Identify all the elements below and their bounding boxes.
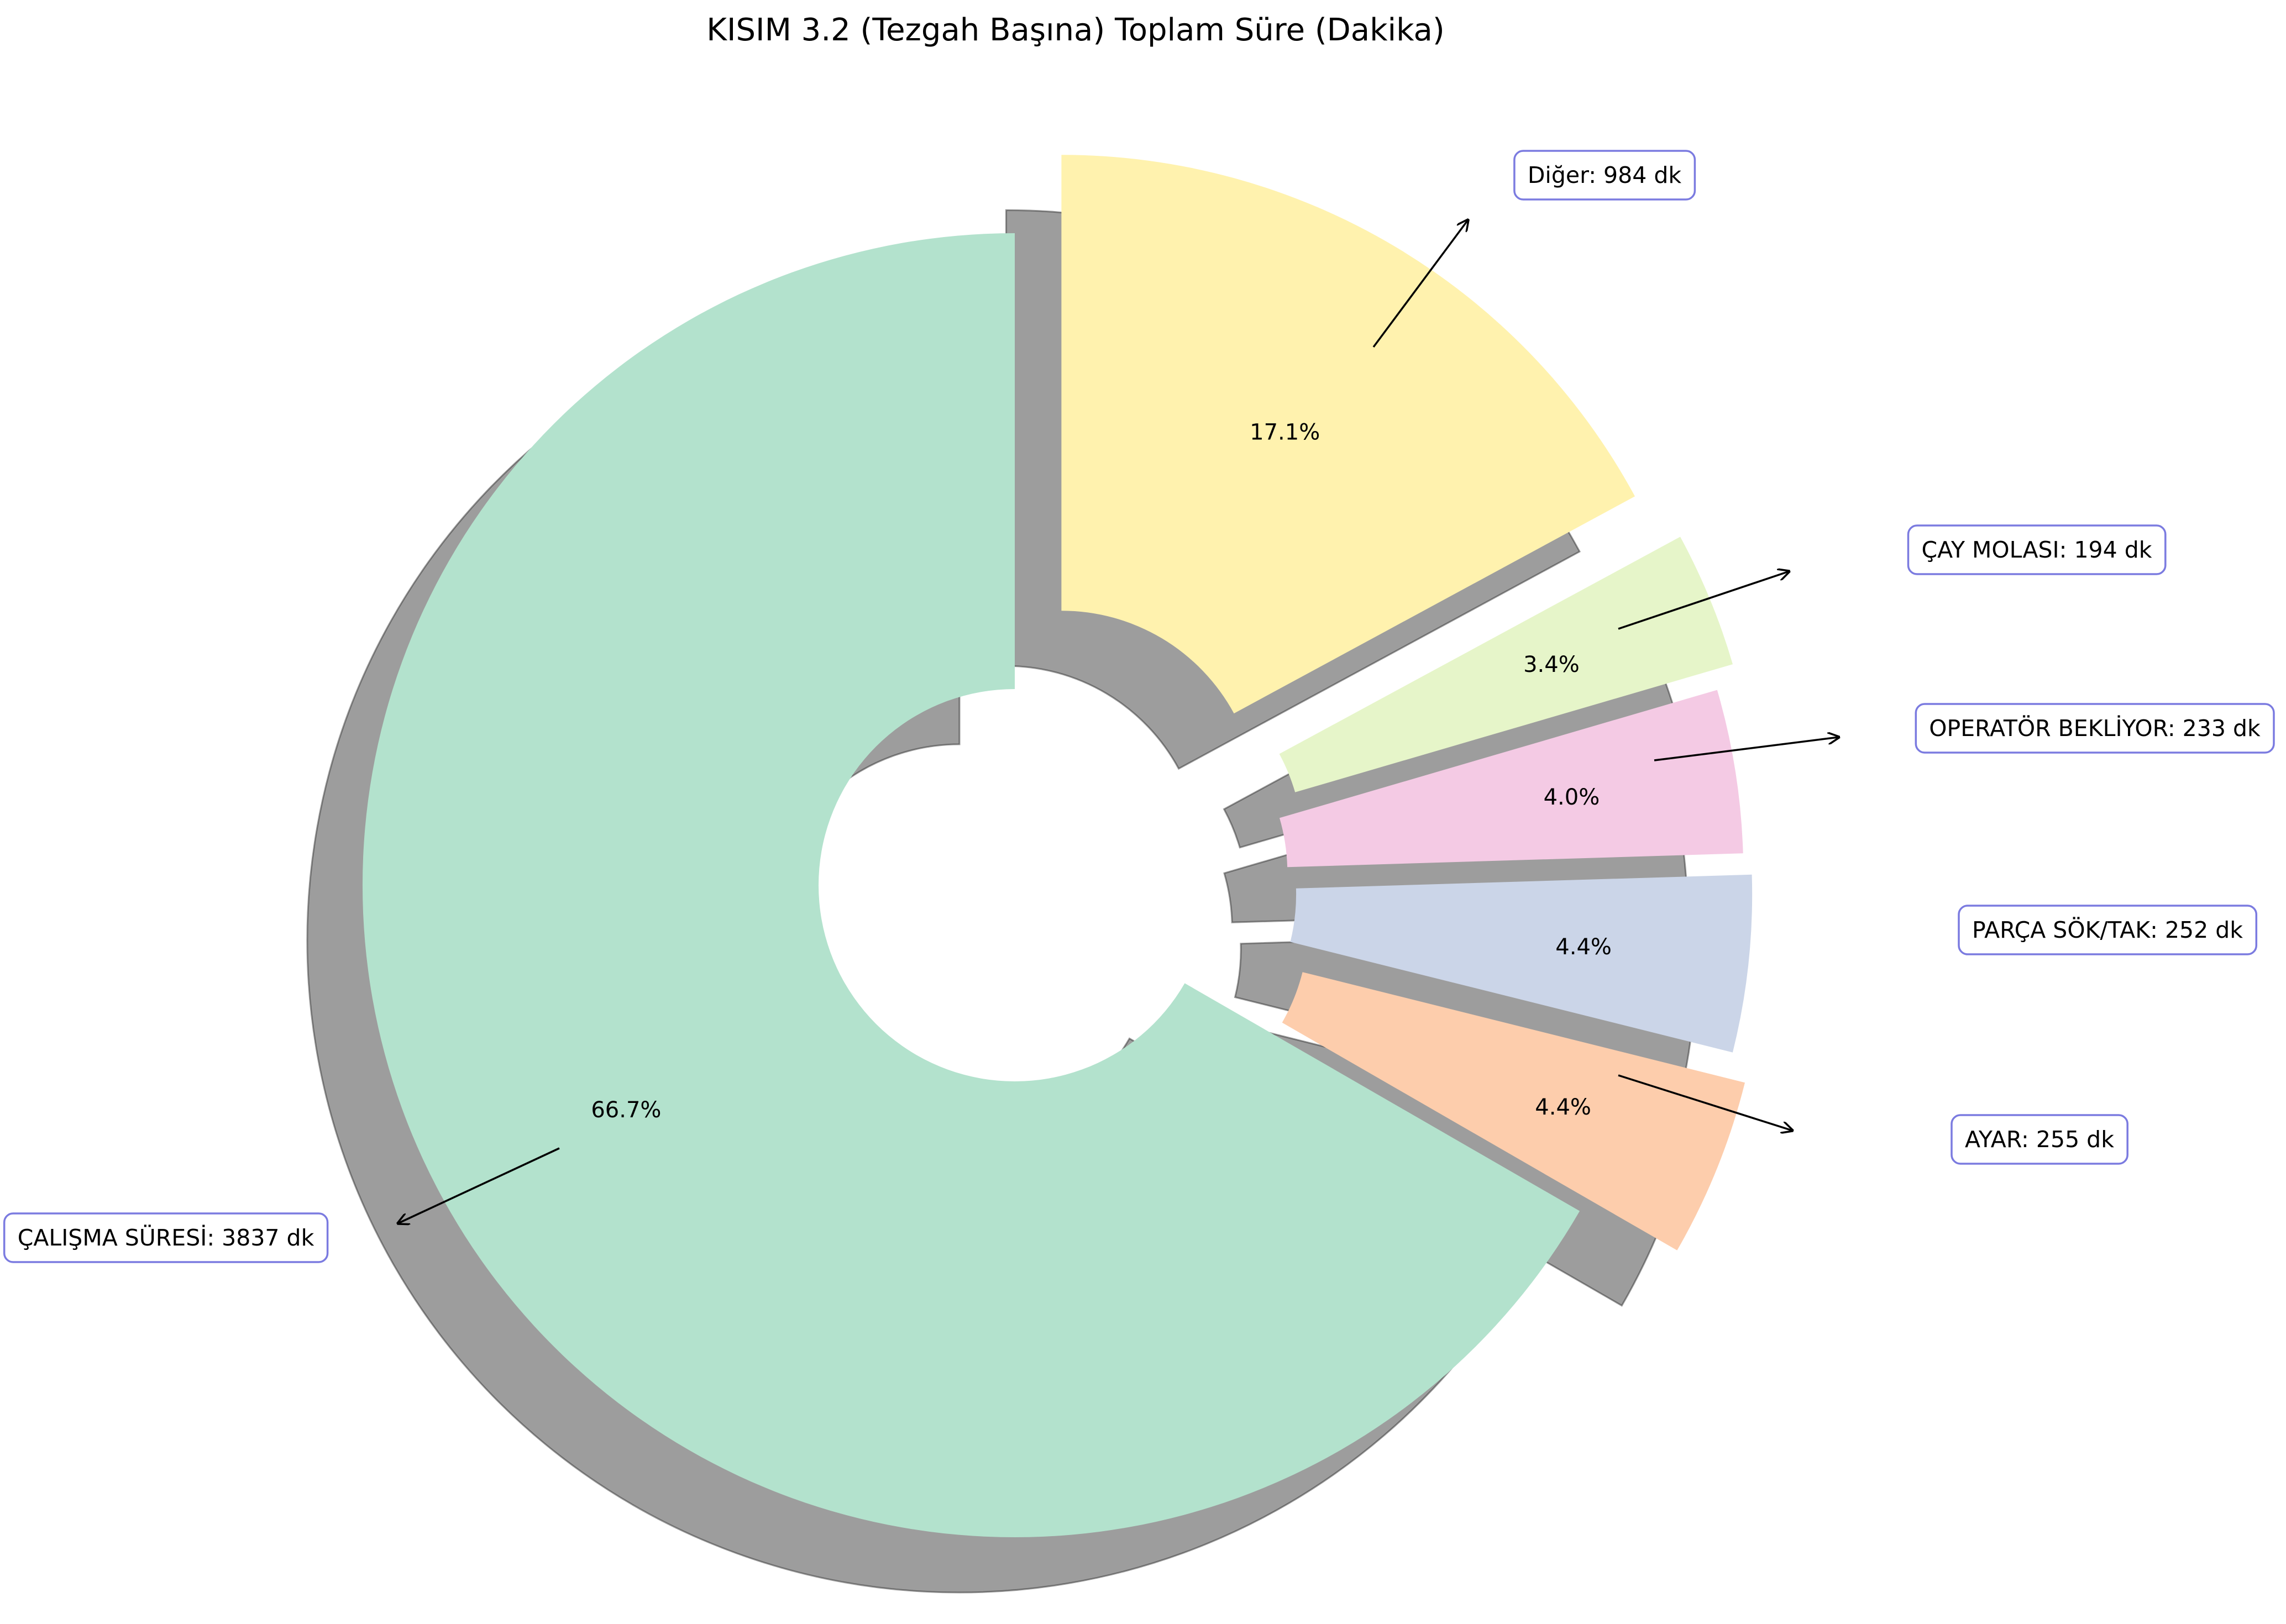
callout-operator-bekliyor: OPERATÖR BEKLİYOR: 233 dk	[1915, 703, 2275, 754]
slice-cay-molasi	[1279, 537, 1733, 792]
callout-box-operator-bekliyor	[1915, 703, 2275, 754]
slices	[362, 155, 1753, 1538]
callout-label-calisma-suresi: ÇALIŞMA SÜRESİ: 3837 dk	[18, 1224, 314, 1251]
callout-label-operator-bekliyor: OPERATÖR BEKLİYOR: 233 dk	[1929, 715, 2261, 742]
callout-label-cay-molasi: ÇAY MOLASI: 194 dk	[1921, 537, 2152, 563]
callout-diger: Diğer: 984 dk	[1513, 150, 1696, 201]
callout-arrow-operator-bekliyor	[1654, 737, 1839, 761]
chart-title: KISIM 3.2 (Tezgah Başına) Toplam Süre (D…	[706, 12, 1444, 48]
pct-label-cay-molasi: 3.4%	[1523, 652, 1580, 677]
slice-parca-sok-tak	[1290, 874, 1753, 1053]
callouts: ÇALIŞMA SÜRESİ: 3837 dk AYAR: 255 dk PARÇA…	[3, 150, 2275, 1263]
callout-calisma-suresi: ÇALIŞMA SÜRESİ: 3837 dk	[3, 1212, 329, 1263]
pct-label-ayar: 4.4%	[1535, 1095, 1591, 1120]
callout-label-ayar: AYAR: 255 dk	[1965, 1126, 2114, 1153]
callout-arrow-diger	[1372, 220, 1468, 348]
callout-box-diger	[1513, 150, 1696, 201]
pct-label-calisma-suresi: 66.7%	[591, 1097, 661, 1123]
callout-label-parca-sok-tak: PARÇA SÖK/TAK: 252 dk	[1972, 917, 2243, 943]
callout-cay-molasi: ÇAY MOLASI: 194 dk	[1907, 524, 2167, 575]
callout-box-parca-sok-tak	[1958, 905, 2258, 955]
callout-box-calisma-suresi	[3, 1212, 329, 1263]
callout-arrow-cay-molasi	[1618, 571, 1789, 630]
slice-ayar	[1282, 972, 1745, 1250]
slice-diger	[1061, 155, 1635, 714]
pct-label-diger: 17.1%	[1250, 420, 1320, 445]
percent-labels: 66.7% 4.4% 4.4% 4.0% 3.4% 17.1%	[591, 420, 1612, 1123]
pct-label-operator-bekliyor: 4.0%	[1544, 785, 1600, 810]
callout-arrow-ayar	[1618, 1074, 1792, 1131]
slice-calisma-suresi	[362, 233, 1580, 1538]
callout-parca-sok-tak: PARÇA SÖK/TAK: 252 dk	[1958, 905, 2258, 955]
callout-label-diger: Diğer: 984 dk	[1528, 162, 1682, 188]
slice-operator-bekliyor	[1280, 690, 1743, 868]
callout-ayar: AYAR: 255 dk	[1951, 1114, 2128, 1165]
pct-label-parca-sok-tak: 4.4%	[1555, 934, 1612, 960]
callout-box-ayar	[1951, 1114, 2128, 1165]
callout-arrow-calisma-suresi	[398, 1147, 560, 1223]
callout-box-cay-molasi	[1907, 524, 2167, 575]
